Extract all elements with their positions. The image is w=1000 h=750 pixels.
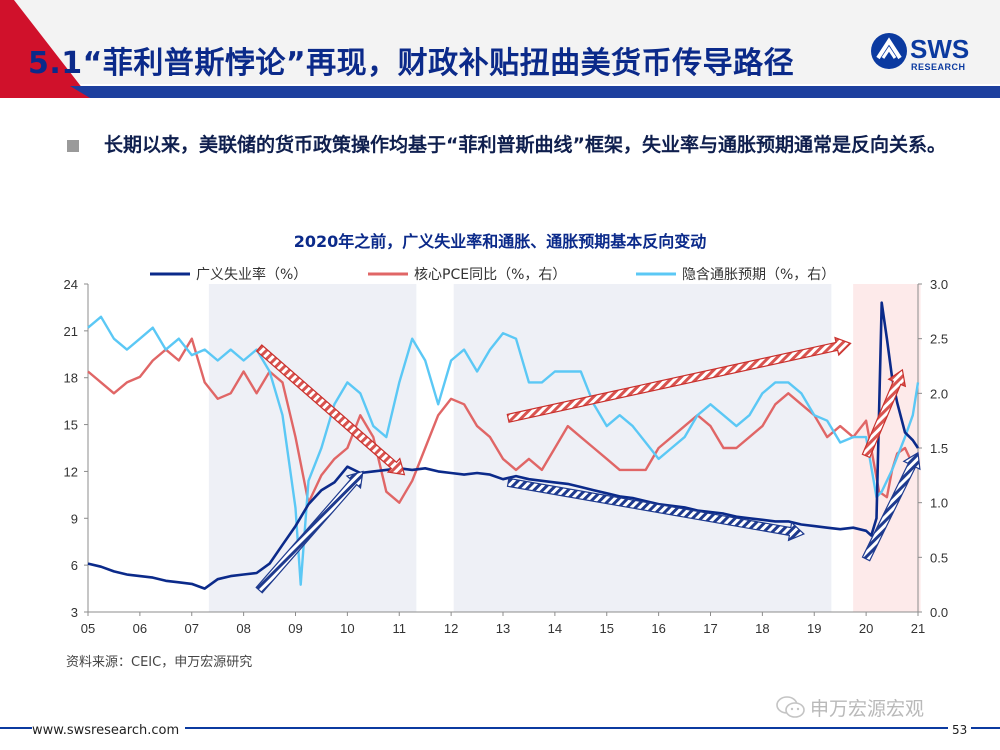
x-tick-label: 20 [859, 621, 873, 636]
y-left-tick-label: 9 [71, 511, 78, 526]
y-right-tick-label: 3.0 [930, 277, 948, 292]
y-left-tick-label: 12 [64, 464, 78, 479]
watermark-text: 申万宏源宏观 [810, 698, 925, 720]
series-line-0 [87, 301, 920, 590]
logo-word: SWS [910, 34, 970, 64]
sws-logo-icon [871, 33, 907, 69]
y-left-tick-label: 3 [71, 605, 78, 620]
legend-label-0: 广义失业率（%） [196, 266, 307, 283]
x-tick-label: 07 [185, 621, 199, 636]
y-right-tick-label: 0.5 [930, 550, 948, 565]
page-number: 53 [948, 723, 972, 737]
x-tick-label: 10 [340, 621, 354, 636]
x-tick-label: 06 [133, 621, 147, 636]
trend-arrow-navy [255, 470, 364, 594]
x-tick-label: 14 [548, 621, 562, 636]
trend-arrow-navy [861, 451, 921, 562]
y-right-tick-label: 2.5 [930, 332, 948, 347]
footer-url: www.swsresearch.com [32, 723, 186, 738]
x-tick-label: 17 [703, 621, 717, 636]
logo-subtitle: RESEARCH [911, 62, 966, 72]
x-tick-label: 19 [807, 621, 821, 636]
legend-label-1: 核心PCE同比（%，右） [414, 267, 566, 283]
page-title: 5.1“菲利普斯悖论”再现，财政补贴扭曲美货币传导路径 [28, 46, 795, 81]
y-left-tick-label: 6 [71, 558, 78, 573]
x-tick-label: 15 [600, 621, 614, 636]
x-tick-label: 08 [236, 621, 250, 636]
y-left-tick-label: 18 [64, 371, 78, 386]
wechat-icon [776, 696, 805, 718]
x-tick-label: 16 [651, 621, 665, 636]
x-tick-label: 05 [81, 621, 95, 636]
y-right-tick-label: 2.0 [930, 386, 948, 401]
bullet-text: 长期以来，美联储的货币政策操作均基于“菲利普斯曲线”框架，失业率与通胀预期通常是… [104, 134, 946, 156]
x-tick-label: 09 [288, 621, 302, 636]
shaded-period-0 [208, 284, 417, 612]
source-note: 资料来源：CEIC，申万宏源研究 [66, 655, 253, 670]
chart-title: 2020年之前，广义失业率和通胀、通胀预期基本反向变动 [293, 232, 707, 251]
shaded-period-1 [453, 284, 832, 612]
y-left-tick-label: 15 [64, 418, 78, 433]
x-tick-label: 21 [911, 621, 925, 636]
x-tick-label: 12 [444, 621, 458, 636]
y-right-tick-label: 1.5 [930, 441, 948, 456]
trend-arrow-red [255, 344, 406, 476]
x-tick-label: 18 [755, 621, 769, 636]
series-line-2 [87, 315, 920, 586]
trend-arrow-red [861, 368, 907, 459]
x-tick-label: 11 [393, 621, 407, 636]
y-right-tick-label: 1.0 [930, 496, 948, 511]
y-left-tick-label: 21 [64, 324, 78, 339]
sws-logo: SWS RESEARCH [870, 28, 990, 76]
bullet-marker [67, 140, 79, 152]
x-tick-label: 13 [496, 621, 510, 636]
legend-label-2: 隐含通胀预期（%，右） [682, 267, 835, 283]
line-chart: 24 21 18 15 12 9 6 3 3.0 2.5 2.0 1.5 1.0 0.5 0.0 05 06 07… [64, 266, 949, 636]
y-right-tick-label: 0.0 [930, 605, 948, 620]
y-left-tick-label: 24 [64, 277, 78, 292]
footer-rule [0, 727, 1000, 729]
trend-arrow-navy [506, 477, 805, 542]
header-band [0, 0, 1000, 98]
trend-arrow-red [506, 336, 852, 423]
